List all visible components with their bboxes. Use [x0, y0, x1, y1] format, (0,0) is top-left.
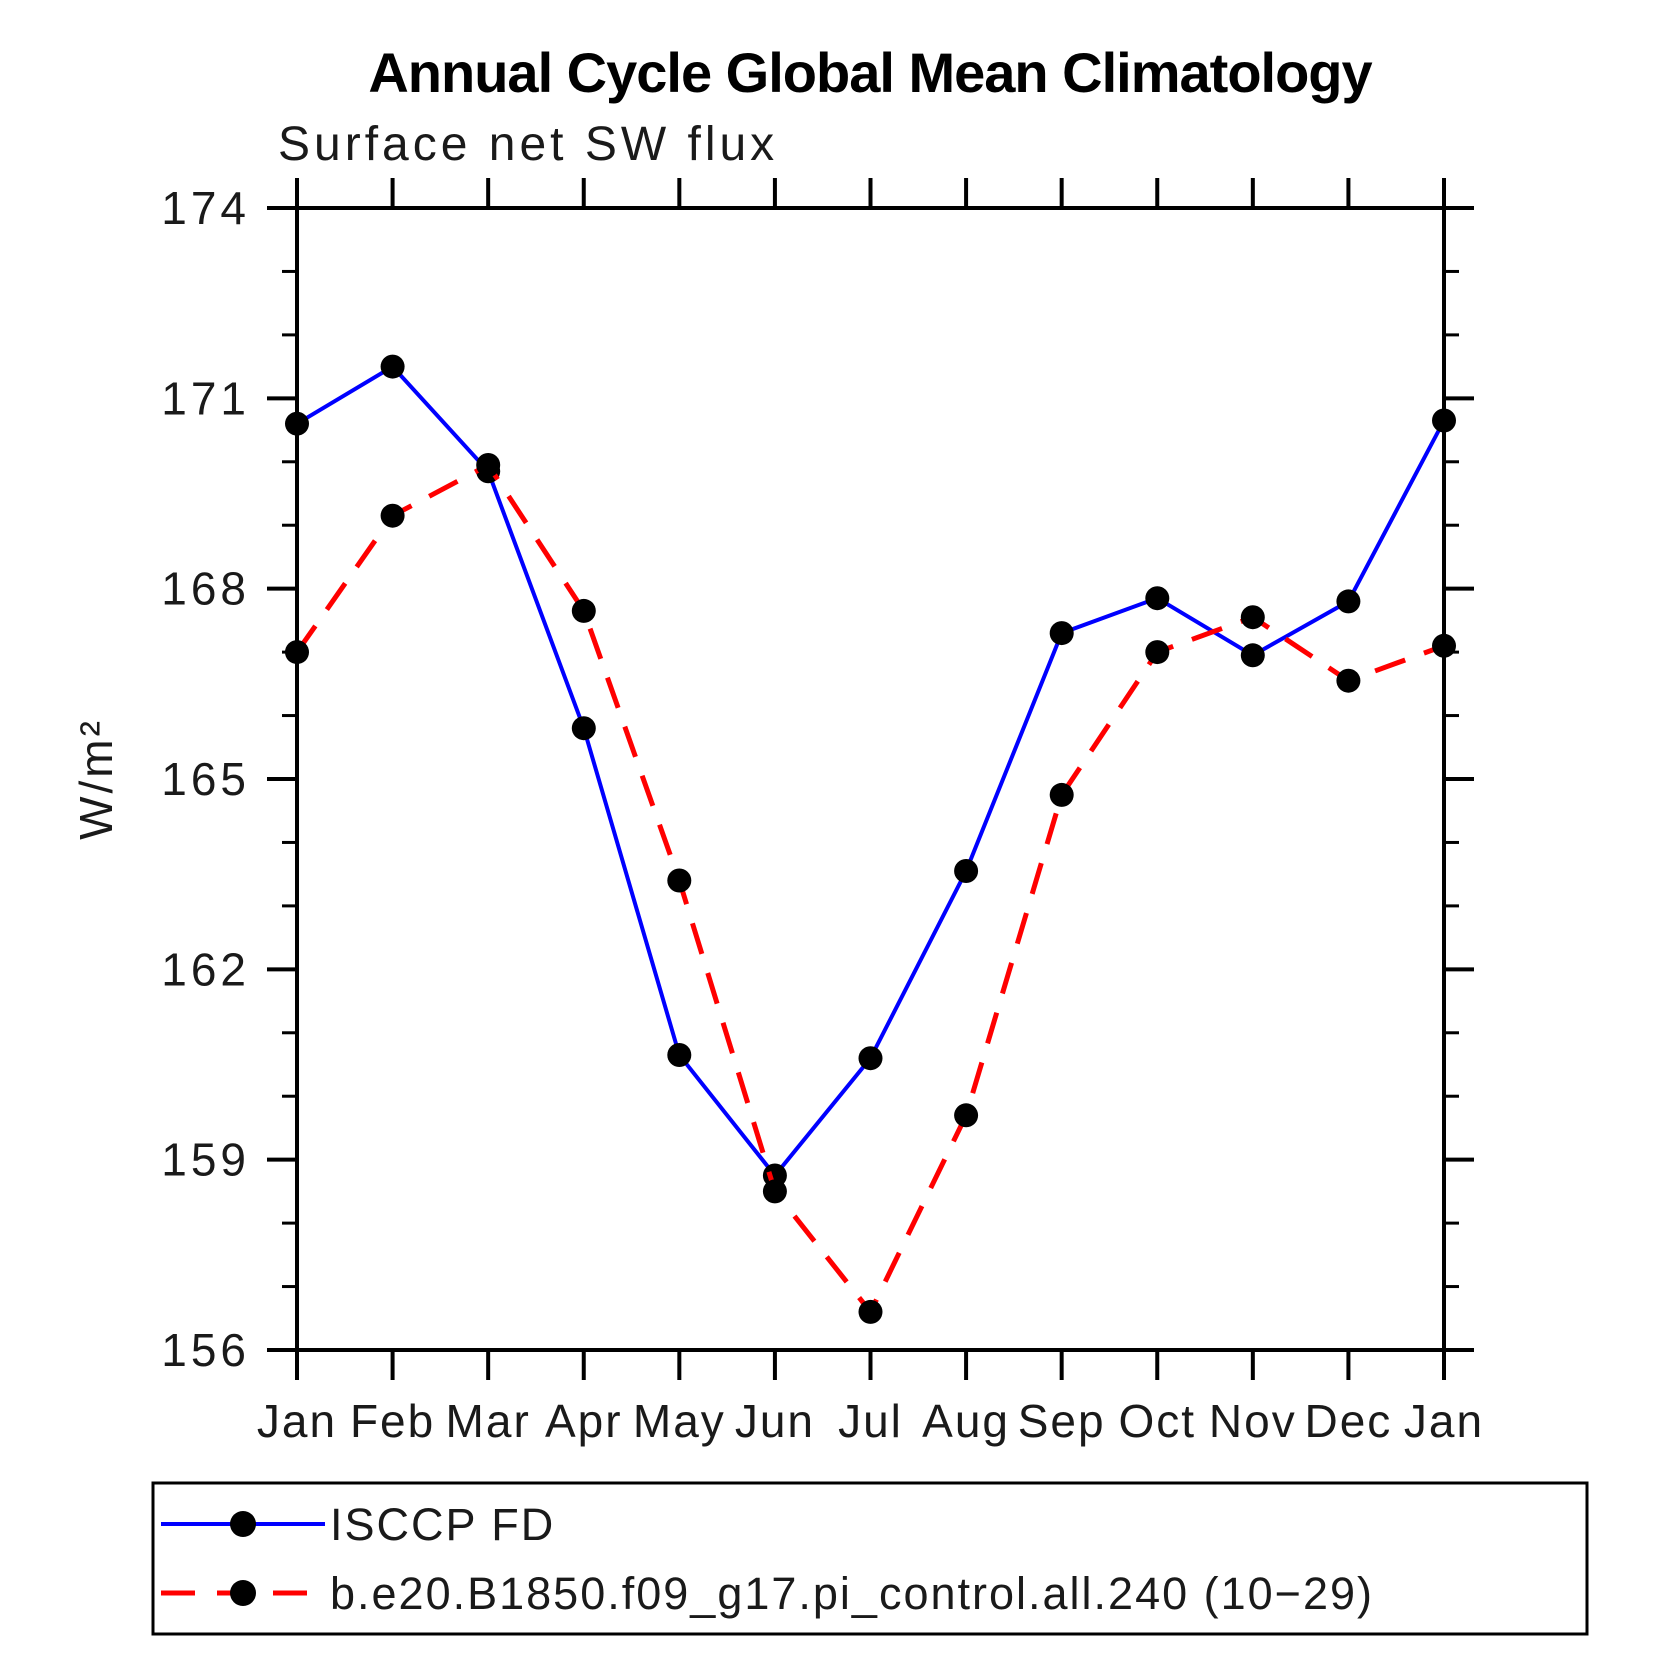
plot-frame	[295, 206, 1446, 1352]
data-point	[571, 598, 596, 623]
x-tick-label: Apr	[545, 1395, 623, 1447]
y-tick-label: 156	[161, 1324, 250, 1376]
data-point	[1432, 408, 1456, 433]
data-point	[1240, 605, 1265, 630]
x-tick-label: Jan	[257, 1395, 337, 1447]
series-lines	[285, 354, 1456, 1324]
x-tick-label: May	[633, 1395, 726, 1447]
data-point	[285, 640, 309, 665]
y-tick-label: 159	[161, 1134, 250, 1186]
legend-box: ISCCP FD b.e20.B1850.f09_g17.pi_control.a…	[151, 1481, 1589, 1636]
y-tick-label: 174	[161, 182, 250, 234]
data-point	[667, 1043, 692, 1067]
x-tick-label: Dec	[1305, 1395, 1393, 1447]
data-point	[1432, 633, 1456, 658]
legend-frame	[151, 1481, 1589, 1636]
y-axis-label: W/m²	[70, 718, 122, 840]
chart-subtitle: Surface net SW flux	[278, 118, 778, 171]
y-tick-label: 165	[161, 753, 250, 805]
data-point	[1240, 643, 1265, 668]
data-point	[1336, 668, 1361, 693]
data-point	[1145, 640, 1170, 665]
data-point	[380, 503, 405, 528]
x-tick-label: Sep	[1018, 1395, 1106, 1447]
x-tick-label: Jun	[735, 1395, 815, 1447]
data-point	[1145, 586, 1170, 611]
series-line-1	[294, 461, 1445, 1317]
x-tick-label: Aug	[922, 1395, 1010, 1447]
x-tick-label: Jul	[838, 1395, 903, 1447]
data-point	[571, 716, 596, 741]
legend-sample-marker	[230, 1580, 256, 1606]
legend-entry-label: b.e20.B1850.f09_g17.pi_control.all.240 (…	[330, 1568, 1374, 1619]
y-tick-label: 171	[161, 372, 250, 424]
x-tick-label: Nov	[1209, 1395, 1297, 1447]
data-point	[762, 1179, 787, 1204]
legend-entry-label: ISCCP FD	[330, 1499, 555, 1550]
x-tick-label: Jan	[1404, 1395, 1484, 1447]
data-point	[954, 859, 979, 883]
y-tick-label: 162	[161, 943, 250, 995]
x-tick-label: Mar	[446, 1395, 531, 1447]
data-point	[1336, 589, 1361, 614]
data-point	[476, 453, 501, 477]
data-point	[285, 411, 309, 436]
x-tick-label: Feb	[350, 1395, 435, 1447]
data-point	[667, 868, 692, 893]
data-point	[858, 1299, 883, 1324]
data-point	[954, 1103, 979, 1128]
legend-sample-marker	[230, 1511, 256, 1537]
data-point	[1049, 621, 1074, 646]
x-tick-label: Oct	[1118, 1395, 1196, 1447]
data-point	[380, 354, 405, 379]
data-point	[1049, 782, 1074, 807]
data-point	[858, 1046, 883, 1071]
chart-title: Annual Cycle Global Mean Climatology	[368, 41, 1372, 104]
y-tick-label: 168	[161, 563, 250, 615]
